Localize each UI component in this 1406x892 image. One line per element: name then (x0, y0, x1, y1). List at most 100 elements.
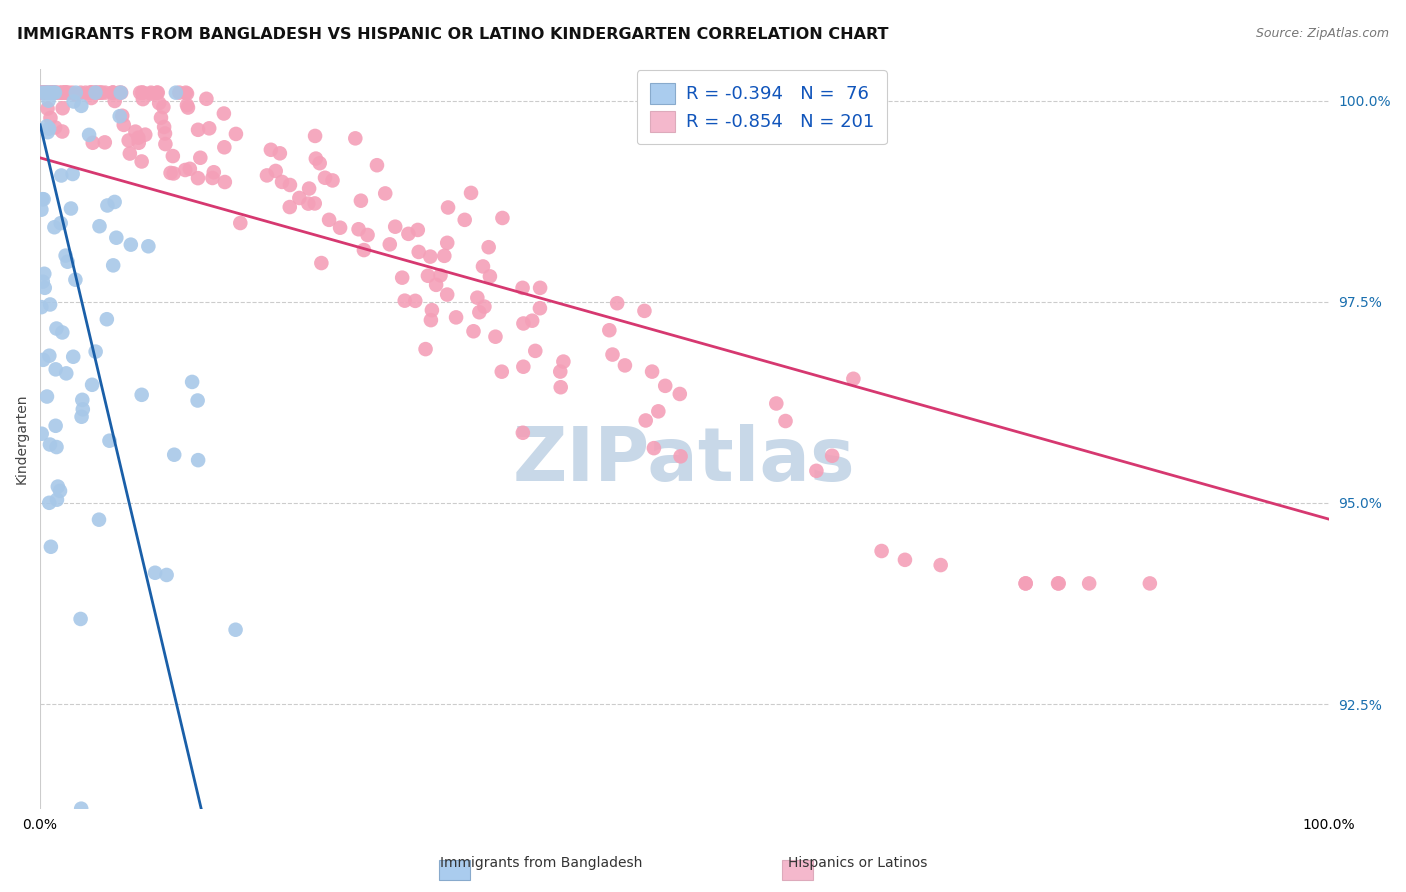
Y-axis label: Kindergarten: Kindergarten (15, 393, 30, 483)
Point (478, 269, 501, 284)
Point (96, 312, 118, 326)
Point (297, 196, 319, 211)
Point (30, 86, 52, 100)
Point (49, 483, 72, 498)
Point (56, 86, 79, 100)
Point (44, 220, 66, 235)
Point (1139, 576, 1161, 591)
Point (62, 350, 84, 364)
Point (149, 111, 172, 125)
Point (202, 165, 225, 179)
Point (436, 287, 458, 301)
Point (84, 86, 107, 100)
Point (602, 347, 624, 361)
Text: Source: ZipAtlas.com: Source: ZipAtlas.com (1256, 27, 1389, 40)
Point (669, 450, 692, 464)
Point (89, 86, 111, 100)
Point (187, 453, 209, 467)
Point (41, 86, 63, 100)
Point (41, 86, 63, 100)
Point (84, 86, 107, 100)
Point (155, 137, 177, 152)
Point (53, 86, 76, 100)
Point (35, 390, 58, 404)
Point (104, 94, 127, 108)
Point (45, 440, 67, 454)
Point (79, 86, 101, 100)
Point (31, 86, 53, 100)
Point (35, 86, 58, 100)
Point (524, 343, 547, 358)
Point (132, 92, 155, 106)
Point (110, 86, 132, 100)
Point (55, 86, 77, 100)
Point (278, 200, 301, 214)
Point (806, 464, 828, 478)
Point (408, 244, 430, 259)
Point (94, 136, 117, 150)
Point (112, 118, 135, 132)
Point (298, 181, 321, 195)
Legend: R = -0.394   N =  76, R = -0.854   N = 201: R = -0.394 N = 76, R = -0.854 N = 201 (637, 70, 887, 145)
Point (318, 212, 340, 227)
Point (169, 86, 191, 100)
Point (416, 268, 439, 283)
Point (288, 191, 311, 205)
Point (478, 240, 501, 254)
Point (152, 100, 174, 114)
Point (148, 96, 170, 111)
Point (34, 86, 56, 100)
Point (308, 156, 330, 170)
Point (53, 86, 76, 100)
Point (39, 437, 62, 451)
Point (31, 275, 53, 289)
Point (468, 305, 491, 319)
Point (436, 235, 458, 250)
Point (110, 86, 132, 100)
Point (159, 166, 181, 180)
Point (128, 136, 150, 150)
Point (55, 367, 77, 381)
Point (384, 219, 406, 234)
Point (634, 413, 657, 427)
Point (90, 86, 112, 100)
Point (271, 175, 294, 189)
Point (38, 349, 60, 363)
Point (529, 281, 551, 295)
Point (35, 119, 58, 133)
Point (139, 86, 162, 100)
Point (44, 86, 66, 100)
Point (548, 365, 571, 379)
Point (35, 86, 58, 100)
Point (444, 310, 467, 325)
Point (103, 86, 125, 100)
Point (404, 293, 426, 308)
Point (174, 163, 197, 178)
Point (179, 161, 201, 176)
Point (45, 418, 67, 433)
Point (34, 267, 56, 281)
Point (214, 175, 236, 189)
Point (491, 211, 513, 225)
Point (520, 314, 543, 328)
Point (187, 171, 209, 186)
Point (212, 106, 235, 120)
Point (225, 127, 247, 141)
Point (65, 87, 87, 102)
Point (39, 86, 62, 100)
Point (775, 414, 797, 428)
Point (1047, 576, 1070, 591)
Point (41, 86, 63, 100)
Point (512, 425, 534, 440)
Point (80, 86, 103, 100)
Point (463, 324, 485, 338)
Point (31, 86, 53, 100)
Point (39, 297, 62, 311)
Point (60, 86, 83, 100)
Point (550, 380, 572, 394)
Point (53, 86, 76, 100)
Point (187, 123, 209, 137)
Point (153, 120, 176, 134)
Point (374, 186, 396, 201)
Point (201, 171, 224, 186)
